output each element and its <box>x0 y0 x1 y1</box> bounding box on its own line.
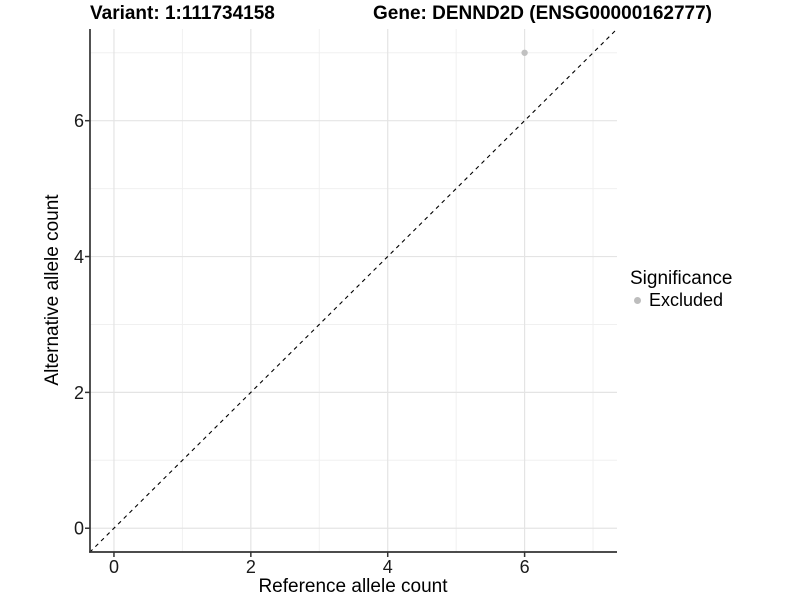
minor-gridlines <box>90 29 617 552</box>
legend-title: Significance <box>630 268 733 289</box>
data-points <box>521 49 528 56</box>
variant-title: Variant: 1:111734158 <box>90 3 275 24</box>
legend-item-label: Excluded <box>649 290 724 310</box>
legend-item-excluded: Excluded <box>630 290 732 311</box>
y-tick-label: 0 <box>74 519 84 539</box>
y-tick-label: 6 <box>74 111 84 131</box>
x-tick-label: 6 <box>520 557 530 577</box>
data-point <box>521 49 528 56</box>
axis-lines <box>89 29 617 553</box>
legend: Significance Excluded <box>630 268 732 311</box>
x-tick-label: 4 <box>383 557 393 577</box>
x-axis-title: Reference allele count <box>258 576 448 597</box>
axis-tick-labels: 0 2 4 6 0 2 4 6 <box>74 111 530 577</box>
major-gridlines <box>90 29 617 552</box>
excluded-point-icon <box>634 297 641 304</box>
x-tick-label: 2 <box>246 557 256 577</box>
y-tick-label: 2 <box>74 383 84 403</box>
gene-title: Gene: DENND2D (ENSG00000162777) <box>373 3 712 24</box>
axis-tick-marks <box>85 119 526 557</box>
y-tick-label: 4 <box>74 247 84 267</box>
identity-dashed-line <box>90 29 617 552</box>
x-tick-label: 0 <box>109 557 119 577</box>
y-axis-title: Alternative allele count <box>42 194 63 386</box>
identity-line <box>90 29 617 552</box>
